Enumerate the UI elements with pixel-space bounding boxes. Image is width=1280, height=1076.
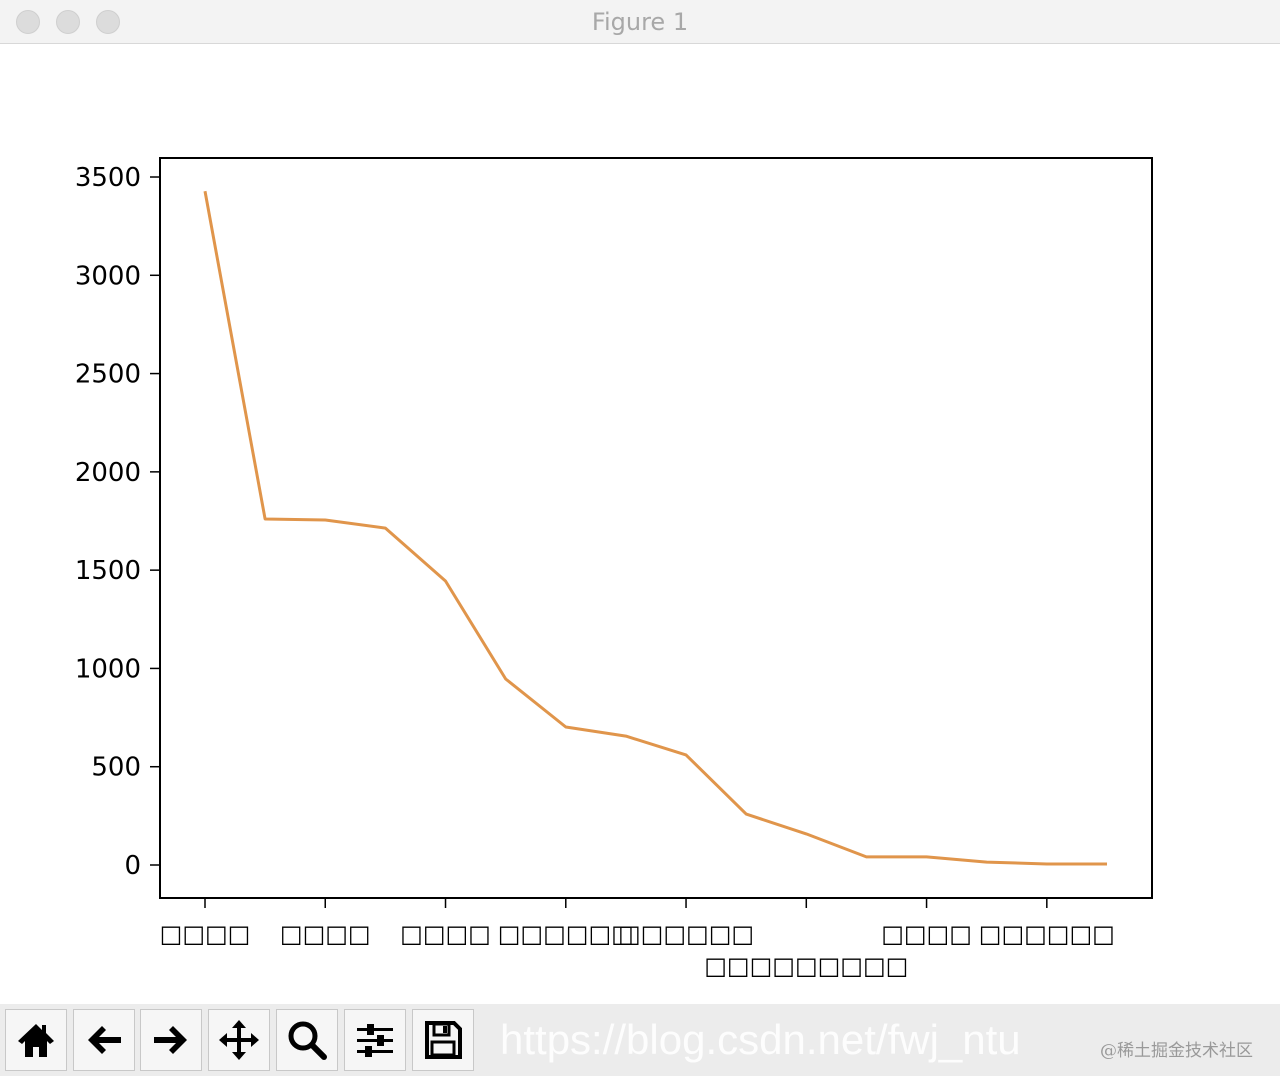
x-tick-label: □□□□□□ (618, 920, 754, 948)
y-tick-label: 1500 (75, 556, 141, 586)
forward-button[interactable] (140, 1009, 202, 1071)
zoom-button[interactable] (276, 1009, 338, 1071)
save-button[interactable] (412, 1009, 474, 1071)
move-icon (219, 1020, 259, 1060)
navigation-toolbar (0, 1004, 1280, 1076)
y-tick-label: 2500 (75, 360, 141, 390)
x-tick-label: □□□□□□ (979, 920, 1115, 948)
title-bar: Figure 1 (0, 0, 1280, 44)
y-tick-label: 1000 (75, 654, 141, 684)
data-line (203, 190, 1107, 866)
x-tick-label: □□□□ (280, 920, 371, 948)
home-icon (18, 1024, 54, 1057)
pan-button[interactable] (208, 1009, 270, 1071)
configure-subplots-button[interactable] (344, 1009, 406, 1071)
back-button[interactable] (73, 1009, 135, 1071)
x-tick-label: □□□□□□□□□ (704, 952, 908, 980)
maximize-window-button[interactable] (96, 10, 120, 34)
close-window-button[interactable] (16, 10, 40, 34)
site-watermark: @稀土掘金技术社区 (1100, 1041, 1253, 1061)
arrow-right-icon (154, 1026, 187, 1054)
y-tick-label: 2000 (75, 458, 141, 488)
x-tick-label: □□□□□□ (498, 920, 634, 948)
y-tick-label: 3500 (75, 163, 141, 193)
y-tick-label: 3000 (75, 261, 141, 291)
minimize-window-button[interactable] (56, 10, 80, 34)
plot-area (159, 157, 1153, 899)
floppy-disk-icon (425, 1021, 462, 1059)
x-tick-label: □□□□ (400, 920, 491, 948)
home-button[interactable] (5, 1009, 67, 1071)
y-tick-label: 500 (91, 753, 141, 783)
x-tick-label: □□□□ (160, 920, 251, 948)
arrow-left-icon (88, 1026, 121, 1054)
sliders-icon (357, 1024, 393, 1057)
magnifier-icon (288, 1021, 327, 1060)
x-tick-label: □□□□ (881, 920, 972, 948)
url-watermark: https://blog.csdn.net/fwj_ntu (500, 1016, 1021, 1063)
window-title: Figure 1 (591, 8, 689, 36)
y-tick-label: 0 (124, 851, 141, 881)
